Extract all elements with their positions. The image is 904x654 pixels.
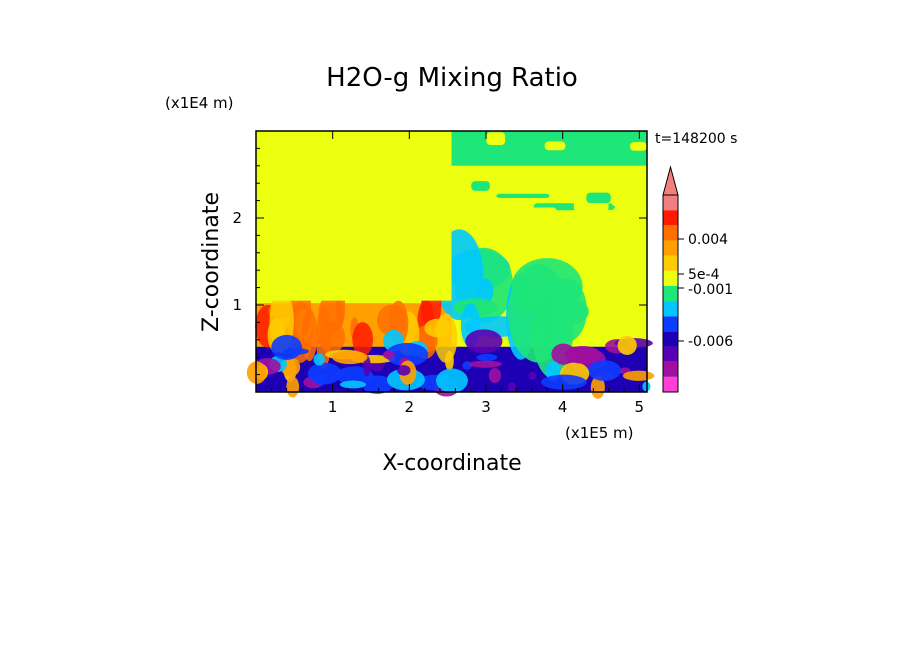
field-cell xyxy=(397,365,411,376)
field-band xyxy=(553,192,571,199)
colorbar-label-4: -0.006 xyxy=(688,334,733,350)
plot-frame xyxy=(255,130,648,393)
colorbar-swatch xyxy=(663,210,678,226)
colorbar-swatch xyxy=(663,301,678,317)
field-cell xyxy=(332,350,368,365)
y-axis-label: Z-coordinate xyxy=(199,192,224,332)
y-tick-label: 1 xyxy=(232,296,242,314)
field-cell xyxy=(271,334,303,361)
field-band xyxy=(544,141,566,151)
field-band xyxy=(630,142,647,151)
colorbar-swatch xyxy=(663,361,678,377)
field-cell xyxy=(622,370,655,381)
field-cell xyxy=(476,353,498,362)
field-cell xyxy=(617,335,637,355)
field-band xyxy=(517,207,557,220)
colorbar-swatch xyxy=(663,346,678,362)
field-band xyxy=(611,197,647,207)
field-cell xyxy=(564,345,601,364)
field-cell xyxy=(507,382,516,392)
field-plume xyxy=(352,322,374,357)
colorbar-label-2: 5e-4 xyxy=(688,267,720,283)
field-band xyxy=(456,168,497,176)
y-units-label: (x1E4 m) xyxy=(165,94,234,112)
colorbar-swatch xyxy=(663,225,678,241)
field-cell xyxy=(541,374,587,390)
heatmap-plot xyxy=(246,131,655,399)
colorbar-label-3: -0.001 xyxy=(688,282,733,298)
colorbar-label-1: 0.004 xyxy=(688,232,728,248)
field-band xyxy=(496,193,550,198)
colorbar-swatch xyxy=(663,240,678,256)
field-cell xyxy=(590,376,605,399)
field-band xyxy=(586,192,611,204)
field-cell xyxy=(528,372,537,380)
field-cell xyxy=(445,350,454,371)
field-blob xyxy=(477,278,494,304)
colorbar-swatch xyxy=(663,376,678,392)
field-cell xyxy=(383,350,395,360)
x-axis-label: X-coordinate xyxy=(382,451,521,476)
field-upper-left xyxy=(256,131,452,301)
field-cell xyxy=(313,353,325,366)
colorbar-swatch xyxy=(663,195,678,211)
time-label: t=148200 s xyxy=(655,131,737,147)
colorbar-swatch xyxy=(663,270,678,286)
colorbar-swatch xyxy=(663,285,678,302)
field-cell xyxy=(465,329,503,354)
field-cell xyxy=(385,342,429,367)
field-band xyxy=(589,209,647,215)
field-band xyxy=(603,183,647,189)
x-units-label: (x1E5 m) xyxy=(565,424,634,442)
field-cell xyxy=(587,360,621,381)
colorbar-frame xyxy=(662,194,679,393)
field-cell xyxy=(488,367,502,384)
field-band xyxy=(524,157,588,163)
x-tick-label: 1 xyxy=(328,398,338,416)
x-tick-label: 2 xyxy=(405,398,415,416)
field-band xyxy=(471,181,490,191)
field-cell xyxy=(363,355,371,377)
y-tick-label: 2 xyxy=(232,209,242,227)
field-cell xyxy=(314,374,328,386)
x-tick-label: 3 xyxy=(481,398,491,416)
field-cell xyxy=(339,380,367,389)
x-tick-label: 5 xyxy=(635,398,645,416)
field-cell xyxy=(436,368,468,393)
field-cell xyxy=(468,360,502,368)
colorbar-swatch xyxy=(663,316,678,332)
colorbar-swatch xyxy=(663,255,678,271)
plot-axes: 1 2 3 4 5 1 2 xyxy=(232,130,648,416)
x-tick-label: 4 xyxy=(558,398,568,416)
field-band xyxy=(486,132,506,145)
colorbar xyxy=(662,165,684,393)
colorbar-swatch xyxy=(663,331,678,347)
chart-title: H2O-g Mixing Ratio xyxy=(326,63,578,93)
colorbar-top-arrow xyxy=(662,165,679,196)
field-cell xyxy=(286,376,300,398)
field-plume xyxy=(424,318,451,338)
field-band xyxy=(505,166,575,170)
field-blob xyxy=(511,258,583,316)
